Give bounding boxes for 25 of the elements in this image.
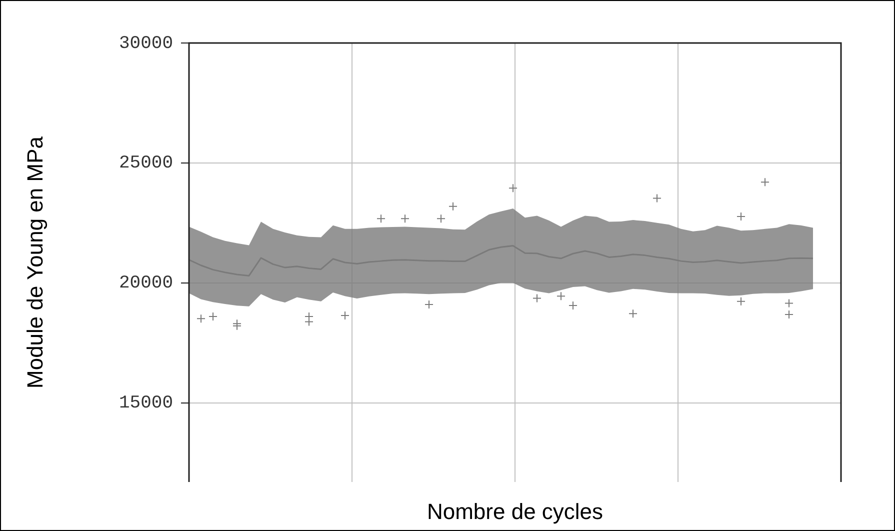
- point: [340, 311, 350, 320]
- point: [652, 194, 662, 203]
- y-tick-label: 30000: [118, 34, 173, 54]
- point: [532, 294, 542, 303]
- point: [760, 178, 770, 187]
- point: [736, 212, 746, 221]
- x-axis-title: Nombre de cycles: [426, 498, 604, 524]
- point: [568, 300, 578, 310]
- point: [436, 214, 446, 224]
- point: [784, 298, 794, 308]
- point: [400, 214, 410, 224]
- y-tick-label: 15000: [118, 394, 173, 414]
- point: [556, 292, 566, 301]
- point: [508, 184, 518, 193]
- point: [628, 309, 638, 318]
- y-axis-title: Module de Young en MPa: [22, 136, 48, 388]
- y-tick-label: 25000: [118, 154, 173, 174]
- point: [196, 314, 206, 324]
- y-tick-label: 20000: [118, 274, 173, 294]
- point: [784, 310, 794, 320]
- point: [208, 312, 218, 321]
- point: [376, 214, 386, 224]
- point: [736, 296, 746, 306]
- point: [448, 202, 458, 211]
- point: [424, 300, 434, 309]
